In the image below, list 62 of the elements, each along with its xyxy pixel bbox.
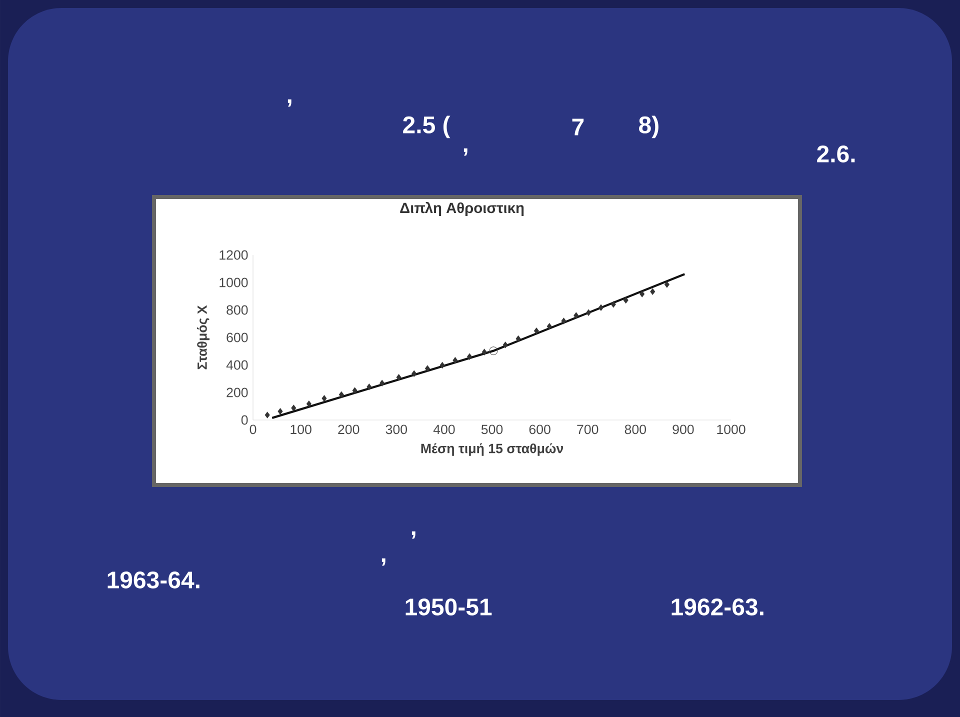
point	[338, 391, 344, 398]
x-tick-label: 400	[433, 424, 455, 434]
point	[425, 365, 430, 372]
x-tick-label: 1000	[717, 424, 746, 434]
point	[598, 304, 604, 311]
point	[278, 408, 283, 415]
point	[502, 342, 508, 348]
point	[516, 336, 521, 342]
y-tick-label: 200	[226, 388, 248, 398]
point	[291, 404, 296, 412]
x-tick-label: 200	[338, 424, 360, 434]
y-tick-label: 1200	[220, 250, 248, 260]
point	[396, 374, 402, 381]
point	[623, 297, 628, 304]
x-tick-label: 0	[250, 424, 256, 434]
text: 1950-51	[406, 598, 492, 616]
text: 7	[572, 118, 584, 136]
y-tick-label: 800	[226, 305, 248, 315]
x-tick-label: 100	[290, 424, 312, 434]
x-tick-label: 600	[529, 424, 550, 434]
point	[546, 323, 552, 330]
x-tick-label: 300	[386, 424, 408, 434]
point	[586, 309, 592, 316]
point	[306, 400, 312, 408]
text: ,	[464, 148, 468, 156]
text: 2.6.	[817, 145, 855, 162]
x-tick-label: 500	[481, 424, 503, 434]
point	[610, 301, 616, 308]
point	[322, 395, 327, 402]
y-axis-title: Σταθμός Χ	[196, 305, 210, 370]
point	[467, 353, 472, 360]
y-tick-label: 600	[226, 332, 248, 342]
text: 2.5 (	[403, 116, 450, 138]
y-tick-label: 1000	[220, 278, 248, 288]
chart-title: Διπλη Αθροιστικη	[400, 202, 524, 216]
point	[482, 348, 487, 356]
point	[561, 318, 566, 324]
point	[534, 328, 539, 334]
text: ,	[412, 531, 416, 539]
point	[352, 387, 358, 394]
x-tick-label: 900	[672, 424, 694, 434]
point	[650, 288, 656, 295]
y-tick-label: 0	[241, 415, 248, 425]
point	[664, 281, 670, 288]
point	[574, 312, 579, 319]
x-axis-title: Μέση τιμή 15 σταθμών	[421, 443, 564, 456]
text: 1962-63.	[672, 598, 764, 616]
x-tick-label: 700	[577, 424, 598, 434]
text: 8)	[639, 116, 658, 138]
point	[489, 346, 498, 356]
point	[640, 290, 645, 298]
point	[440, 362, 445, 368]
point	[264, 412, 270, 418]
y-tick-label: 400	[226, 360, 248, 370]
point	[366, 384, 372, 390]
text: ,	[382, 558, 386, 566]
point	[412, 370, 417, 377]
text: ,	[288, 99, 292, 107]
point	[452, 357, 458, 364]
text: 1963-64.	[108, 571, 200, 588]
point	[380, 380, 385, 386]
x-tick-label: 800	[624, 424, 646, 434]
